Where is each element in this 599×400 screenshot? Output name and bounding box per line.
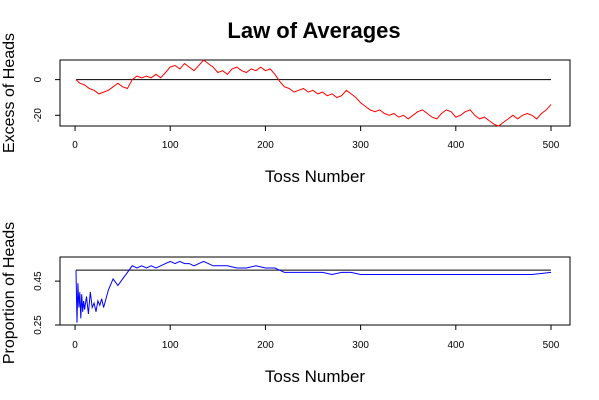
x-tick-label: 200 bbox=[257, 340, 274, 351]
y-tick-label: 0.45 bbox=[33, 271, 44, 291]
x-tick-label: 300 bbox=[352, 340, 369, 351]
excess-y-axis-label: Excess of Heads bbox=[1, 33, 18, 153]
x-tick-label: 0 bbox=[72, 340, 78, 351]
proportion-of-heads-line bbox=[75, 260, 552, 323]
x-tick-label: 500 bbox=[543, 340, 560, 351]
excess-of-heads-panel: Toss Number Excess of Heads 0 100 200 300 40… bbox=[1, 33, 571, 186]
x-tick-label: 400 bbox=[447, 340, 464, 351]
x-tick-label: 0 bbox=[72, 140, 78, 151]
excess-of-heads-line bbox=[75, 59, 552, 127]
x-tick-label: 500 bbox=[543, 140, 560, 151]
excess-x-axis-label: Toss Number bbox=[265, 167, 365, 186]
proportion-x-axis-label: Toss Number bbox=[265, 367, 365, 386]
x-tick-label: 200 bbox=[257, 140, 274, 151]
x-tick-label: 400 bbox=[447, 140, 464, 151]
y-tick-label: 0 bbox=[33, 76, 44, 82]
x-tick-label: 100 bbox=[162, 340, 179, 351]
y-tick-label: 0.25 bbox=[33, 315, 44, 335]
proportion-plot-frame bbox=[59, 256, 571, 326]
x-tick-label: 100 bbox=[162, 140, 179, 151]
excess-axis-ticks: 0 100 200 300 400 500 -20 0 bbox=[33, 76, 560, 151]
proportion-axis-ticks: 0 100 200 300 400 500 0.25 0.45 bbox=[33, 271, 560, 351]
x-tick-label: 300 bbox=[352, 140, 369, 151]
excess-plot-frame bbox=[59, 59, 571, 127]
proportion-of-heads-panel: Toss Number Proportion of Heads 0 100 200 3… bbox=[1, 222, 571, 386]
proportion-y-axis-label: Proportion of Heads bbox=[1, 222, 18, 364]
chart-title: Law of Averages bbox=[227, 18, 400, 43]
y-tick-label: -20 bbox=[33, 108, 44, 123]
